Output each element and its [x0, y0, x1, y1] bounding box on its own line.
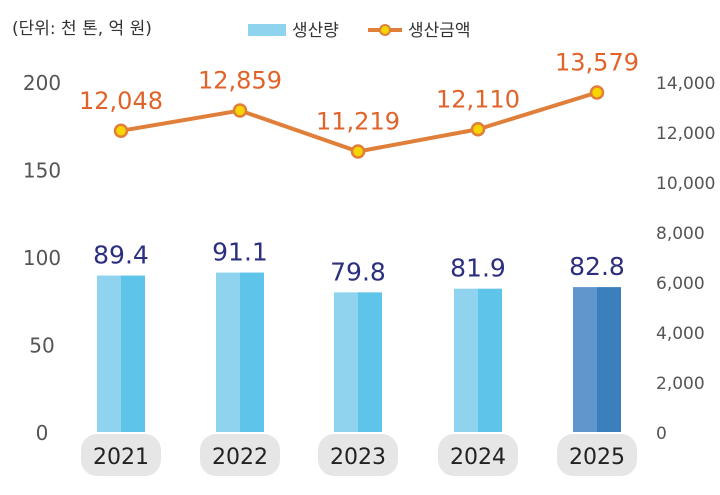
- year-pill: [318, 434, 398, 476]
- bar-label: 91.1: [212, 238, 268, 267]
- bar-shade-2021: [121, 275, 145, 432]
- bar-2022: [216, 272, 240, 432]
- left-axis-tick: 200: [23, 71, 61, 95]
- bar-label: 82.8: [569, 252, 625, 281]
- line-marker: [113, 123, 129, 139]
- bar-2024: [454, 288, 478, 432]
- line-marker: [589, 85, 605, 100]
- right-axis-tick: 0: [656, 424, 667, 444]
- year-pill: [438, 434, 518, 476]
- bar-shade-2023: [358, 292, 382, 432]
- right-axis-tick: 8,000: [656, 224, 705, 244]
- line-label: 11,219: [316, 108, 400, 136]
- line-marker: [350, 144, 366, 159]
- line-label: 12,859: [198, 67, 282, 95]
- right-axis-tick: 12,000: [656, 124, 715, 144]
- bar-label: 79.8: [330, 257, 386, 286]
- bar-2021: [97, 275, 121, 432]
- left-axis-tick: 150: [23, 159, 61, 183]
- bar-label: 81.9: [450, 254, 506, 283]
- x-axis-label: 2024: [450, 445, 506, 470]
- right-axis-tick: 6,000: [656, 274, 705, 294]
- line-marker: [232, 103, 248, 118]
- legend-label-production: 생산량: [292, 21, 339, 41]
- year-pill: [557, 434, 637, 476]
- year-pill: [200, 434, 280, 476]
- legend-marker-icon: [379, 24, 391, 36]
- bar-label: 89.4: [93, 241, 149, 270]
- x-axis-label: 2021: [93, 445, 149, 470]
- legend-bar-swatch: [248, 24, 286, 36]
- bar-2023: [334, 292, 358, 432]
- bar-shade-2022: [240, 272, 264, 432]
- line-marker: [470, 122, 486, 137]
- legend-label-value: 생산금액: [408, 21, 471, 41]
- unit-note: (단위: 천 톤, 억 원): [12, 19, 152, 39]
- line-label: 12,110: [436, 85, 520, 113]
- right-axis-tick: 10,000: [656, 174, 715, 194]
- bar-2025: [573, 287, 597, 432]
- line-label: 13,579: [555, 49, 639, 77]
- left-axis-tick: 0: [36, 421, 49, 445]
- right-axis-tick: 2,000: [656, 374, 705, 394]
- bar-shade-2025: [597, 287, 621, 432]
- left-axis-tick: 100: [23, 246, 61, 270]
- x-axis-label: 2025: [569, 445, 625, 470]
- year-pill: [81, 434, 161, 476]
- right-axis-tick: 4,000: [656, 324, 705, 344]
- bar-shade-2024: [478, 288, 502, 432]
- x-axis-label: 2023: [330, 445, 386, 470]
- left-axis-tick: 50: [29, 334, 54, 358]
- right-axis-tick: 14,000: [656, 74, 715, 94]
- x-axis-label: 2022: [212, 445, 268, 470]
- line-label: 12,048: [79, 87, 163, 115]
